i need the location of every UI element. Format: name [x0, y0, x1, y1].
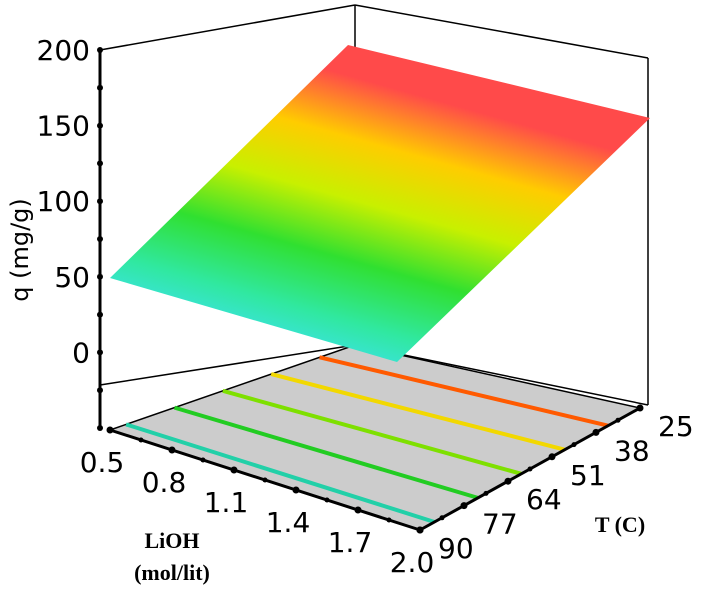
- y-minor-tick-mark: [615, 417, 621, 423]
- z-tick-mark: [97, 387, 103, 394]
- x-tick-mark: [168, 446, 176, 454]
- y-tick-label: 77: [482, 508, 518, 541]
- x-tick-label: 1.7: [328, 526, 373, 559]
- y-minor-tick-mark: [527, 466, 533, 472]
- y-tick-label: 25: [658, 410, 694, 443]
- x-tick-label: 0.5: [80, 446, 125, 479]
- floor-contour-line: [125, 422, 436, 524]
- y-tick-label: 38: [614, 434, 650, 467]
- z-tick-mark: [97, 47, 103, 53]
- x-minor-tick-mark: [138, 437, 144, 443]
- z-tick-mark: [97, 273, 103, 280]
- z-tick-label: 200: [37, 34, 90, 67]
- z-tick-mark: [97, 236, 103, 242]
- z-tick-label: 100: [37, 185, 90, 218]
- z-tick-mark: [97, 198, 103, 205]
- y-tick-label: 51: [570, 459, 606, 492]
- floor-contour-line: [319, 355, 609, 428]
- floor-contour-line: [270, 372, 566, 452]
- floor-contour-line: [173, 405, 479, 500]
- back-frame-left: [99, 4, 356, 51]
- z-tick-mark: [97, 311, 103, 318]
- back-frame-floor-back-left: [99, 344, 356, 386]
- y-tick-mark: [504, 477, 512, 485]
- z-tick-mark: [97, 122, 103, 129]
- floor-contours: [125, 355, 609, 524]
- y-tick-mark: [460, 502, 468, 510]
- back-frame-right: [354, 4, 649, 59]
- x-tick-label: 0.8: [142, 466, 187, 499]
- x-tick-mark: [106, 426, 114, 434]
- x-tick-mark: [230, 466, 238, 474]
- y-minor-tick-mark: [483, 490, 489, 496]
- y-minor-tick-mark: [571, 442, 577, 448]
- x-minor-tick-mark: [324, 497, 330, 503]
- z-tick-label: 0: [72, 336, 90, 369]
- z-axis-title: q (mg/g): [6, 198, 34, 302]
- y-minor-tick-mark: [439, 515, 445, 521]
- x-tick-mark: [354, 506, 362, 514]
- x-tick-label: 2.0: [390, 546, 435, 579]
- x-tick-label: 1.1: [204, 486, 249, 519]
- x-minor-tick-mark: [386, 517, 392, 523]
- y-tick-label: 64: [526, 483, 562, 516]
- x-axis-ticks: 0.5 0.8 1.1 1.4 1.7 2.0: [80, 426, 435, 579]
- x-axis-title-line2: (mol/lit): [134, 560, 210, 585]
- x-tick-label: 1.4: [266, 506, 311, 539]
- y-axis-title: T (C): [595, 512, 645, 537]
- z-tick-label: 50: [54, 261, 90, 294]
- z-tick-mark: [97, 425, 103, 431]
- z-axis-ticks: 0 50 100 150 200: [37, 34, 103, 431]
- z-tick-label: 150: [37, 110, 90, 143]
- y-tick-label: 90: [438, 532, 474, 565]
- x-axis-title-line1: LiOH: [144, 528, 199, 553]
- z-tick-mark: [97, 160, 103, 167]
- response-surface: [110, 45, 650, 362]
- x-minor-tick-mark: [200, 457, 206, 463]
- y-tick-mark: [636, 404, 644, 412]
- y-tick-mark: [592, 428, 600, 436]
- x-minor-tick-mark: [262, 477, 268, 483]
- y-tick-mark: [548, 453, 556, 461]
- y-tick-mark: [416, 526, 424, 534]
- x-tick-mark: [292, 486, 300, 494]
- z-tick-mark: [97, 84, 103, 91]
- floor-contour-line: [222, 388, 522, 476]
- z-tick-mark: [97, 349, 103, 356]
